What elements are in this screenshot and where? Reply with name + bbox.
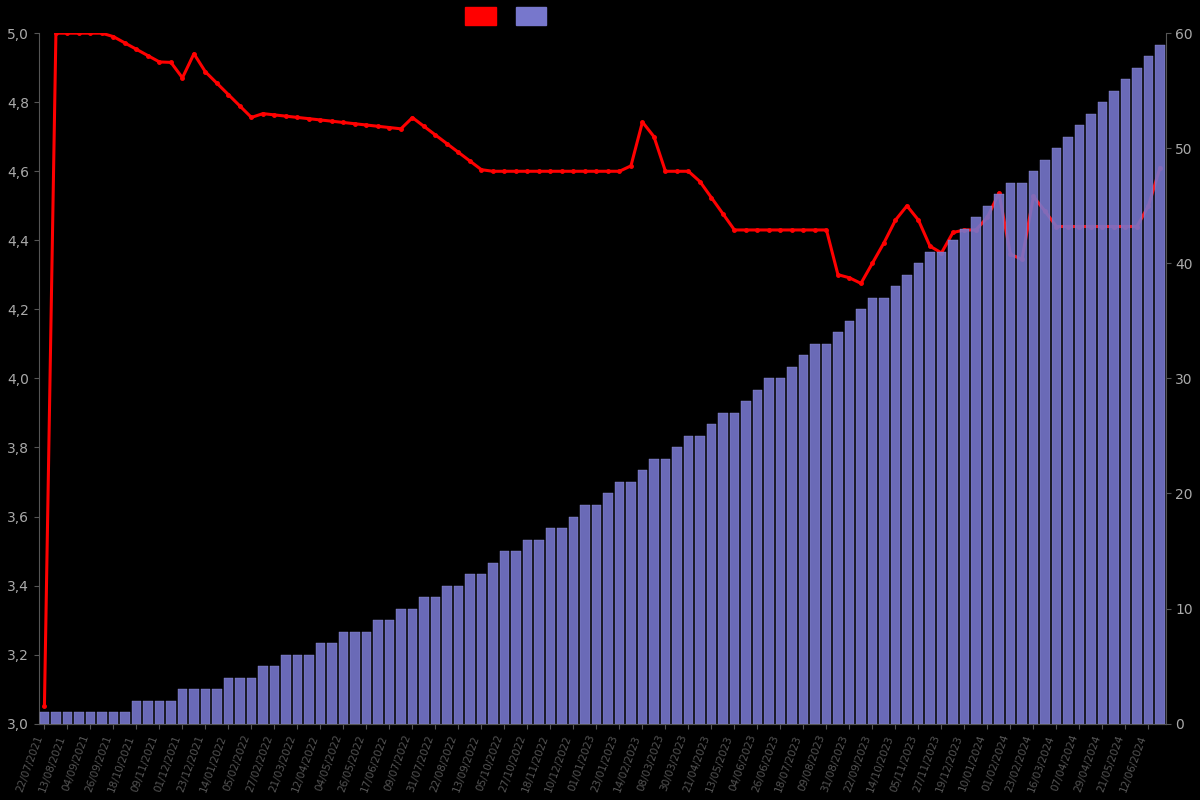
Bar: [190, 689, 199, 724]
Bar: [522, 539, 533, 724]
Bar: [328, 643, 337, 724]
Bar: [384, 620, 395, 724]
Bar: [626, 482, 636, 724]
Bar: [293, 654, 302, 724]
Bar: [40, 712, 49, 724]
Bar: [223, 678, 233, 724]
Bar: [684, 436, 694, 724]
Bar: [1074, 126, 1085, 724]
Bar: [775, 378, 785, 724]
Bar: [200, 689, 210, 724]
Bar: [1063, 137, 1073, 724]
Bar: [1156, 45, 1165, 724]
Bar: [281, 654, 290, 724]
Bar: [707, 425, 716, 724]
Bar: [350, 631, 360, 724]
Bar: [994, 194, 1004, 724]
Bar: [592, 505, 601, 724]
Bar: [1121, 79, 1130, 724]
Bar: [466, 574, 475, 724]
Bar: [1006, 182, 1015, 724]
Bar: [419, 597, 428, 724]
Bar: [1018, 182, 1027, 724]
Bar: [730, 413, 739, 724]
Bar: [798, 355, 809, 724]
Bar: [752, 390, 762, 724]
Bar: [304, 654, 314, 724]
Bar: [787, 367, 797, 724]
Bar: [660, 459, 671, 724]
Bar: [948, 240, 958, 724]
Bar: [74, 712, 84, 724]
Bar: [1144, 56, 1153, 724]
Bar: [499, 551, 509, 724]
Bar: [1109, 90, 1118, 724]
Bar: [1051, 148, 1061, 724]
Bar: [902, 275, 912, 724]
Bar: [97, 712, 107, 724]
Bar: [1040, 160, 1050, 724]
Bar: [442, 586, 452, 724]
Bar: [880, 298, 889, 724]
Bar: [695, 436, 704, 724]
Bar: [270, 666, 280, 724]
Bar: [971, 218, 980, 724]
Bar: [868, 298, 877, 724]
Bar: [166, 701, 176, 724]
Bar: [833, 332, 842, 724]
Bar: [764, 378, 774, 724]
Bar: [155, 701, 164, 724]
Bar: [132, 701, 142, 724]
Bar: [856, 310, 866, 724]
Bar: [936, 252, 947, 724]
Bar: [637, 470, 647, 724]
Bar: [913, 263, 923, 724]
Bar: [476, 574, 486, 724]
Bar: [925, 252, 935, 724]
Bar: [672, 447, 682, 724]
Bar: [534, 539, 544, 724]
Bar: [212, 689, 222, 724]
Bar: [983, 206, 992, 724]
Bar: [178, 689, 187, 724]
Bar: [810, 344, 820, 724]
Bar: [960, 229, 970, 724]
Bar: [246, 678, 257, 724]
Bar: [316, 643, 325, 724]
Bar: [454, 586, 463, 724]
Bar: [742, 402, 751, 724]
Bar: [120, 712, 130, 724]
Bar: [569, 517, 578, 724]
Bar: [62, 712, 72, 724]
Legend: , : ,: [461, 3, 563, 30]
Bar: [52, 712, 61, 724]
Bar: [614, 482, 624, 724]
Bar: [408, 609, 418, 724]
Bar: [1086, 114, 1096, 724]
Bar: [373, 620, 383, 724]
Bar: [1132, 68, 1142, 724]
Bar: [338, 631, 348, 724]
Bar: [258, 666, 268, 724]
Bar: [235, 678, 245, 724]
Bar: [108, 712, 119, 724]
Bar: [143, 701, 152, 724]
Bar: [396, 609, 406, 724]
Bar: [1098, 102, 1108, 724]
Bar: [890, 286, 900, 724]
Bar: [845, 321, 854, 724]
Bar: [1028, 171, 1038, 724]
Bar: [718, 413, 728, 724]
Bar: [85, 712, 95, 724]
Bar: [580, 505, 590, 724]
Bar: [511, 551, 521, 724]
Bar: [557, 528, 566, 724]
Bar: [604, 494, 613, 724]
Bar: [488, 562, 498, 724]
Bar: [822, 344, 832, 724]
Bar: [361, 631, 371, 724]
Bar: [546, 528, 556, 724]
Bar: [431, 597, 440, 724]
Bar: [649, 459, 659, 724]
